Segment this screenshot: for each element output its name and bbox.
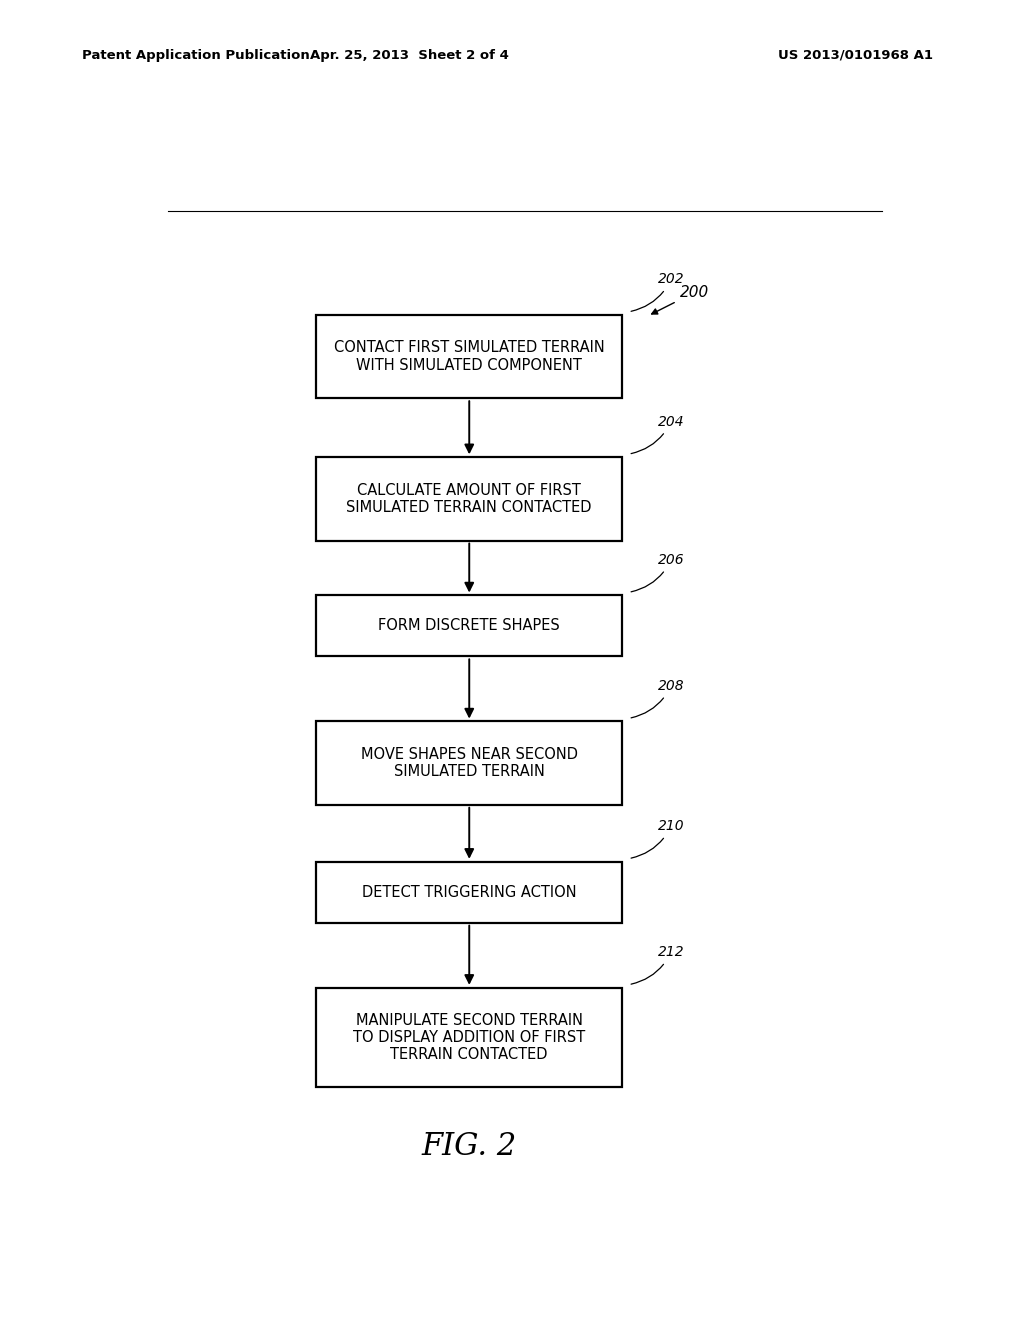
Text: DETECT TRIGGERING ACTION: DETECT TRIGGERING ACTION (361, 884, 577, 900)
Text: 210: 210 (631, 820, 684, 858)
FancyBboxPatch shape (316, 457, 622, 541)
FancyBboxPatch shape (316, 987, 622, 1088)
Text: MOVE SHAPES NEAR SECOND
SIMULATED TERRAIN: MOVE SHAPES NEAR SECOND SIMULATED TERRAI… (360, 747, 578, 779)
Text: 200: 200 (651, 285, 709, 314)
Text: CALCULATE AMOUNT OF FIRST
SIMULATED TERRAIN CONTACTED: CALCULATE AMOUNT OF FIRST SIMULATED TERR… (346, 483, 592, 515)
FancyBboxPatch shape (316, 862, 622, 923)
Text: Apr. 25, 2013  Sheet 2 of 4: Apr. 25, 2013 Sheet 2 of 4 (310, 49, 509, 62)
Text: CONTACT FIRST SIMULATED TERRAIN
WITH SIMULATED COMPONENT: CONTACT FIRST SIMULATED TERRAIN WITH SIM… (334, 341, 604, 372)
FancyBboxPatch shape (316, 722, 622, 805)
Text: FIG. 2: FIG. 2 (422, 1131, 517, 1162)
Text: 206: 206 (631, 553, 684, 591)
Text: Patent Application Publication: Patent Application Publication (82, 49, 309, 62)
Text: MANIPULATE SECOND TERRAIN
TO DISPLAY ADDITION OF FIRST
TERRAIN CONTACTED: MANIPULATE SECOND TERRAIN TO DISPLAY ADD… (353, 1012, 586, 1063)
Text: 204: 204 (631, 414, 684, 454)
Text: 208: 208 (631, 678, 684, 718)
Text: FORM DISCRETE SHAPES: FORM DISCRETE SHAPES (379, 619, 560, 634)
FancyBboxPatch shape (316, 315, 622, 399)
Text: 202: 202 (631, 272, 684, 312)
Text: 212: 212 (631, 945, 684, 985)
Text: US 2013/0101968 A1: US 2013/0101968 A1 (778, 49, 933, 62)
FancyBboxPatch shape (316, 595, 622, 656)
